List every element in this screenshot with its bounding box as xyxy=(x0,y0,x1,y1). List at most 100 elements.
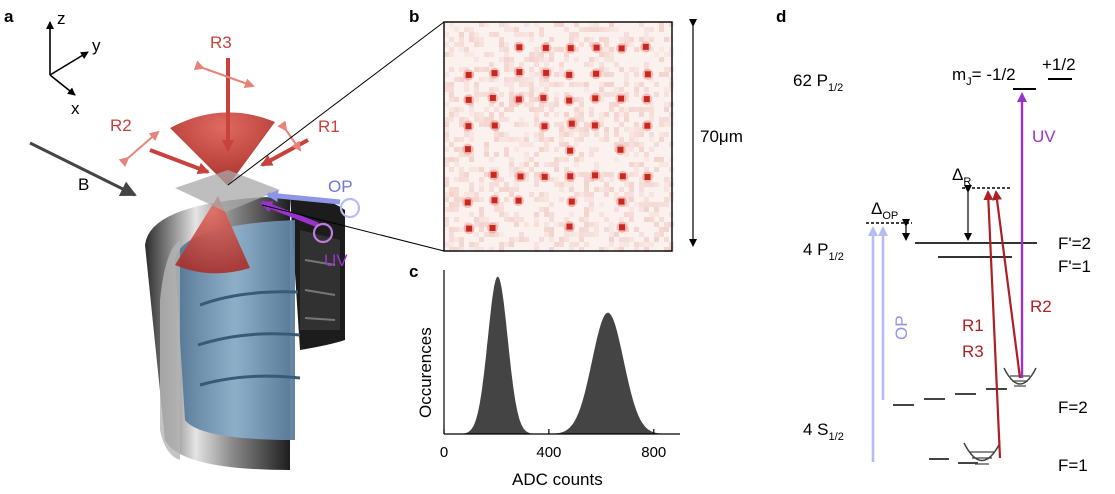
noise-pixel xyxy=(604,132,609,137)
noise-pixel xyxy=(584,177,589,182)
noise-pixel xyxy=(579,97,584,102)
panel-d: d 62 P1/2 4 P1/2 4 S1/2 mJ= -1/2 +1/2 F'… xyxy=(776,7,1091,475)
noise-pixel xyxy=(479,77,484,82)
noise-pixel xyxy=(484,142,489,147)
atom-spot xyxy=(643,96,650,103)
noise-pixel xyxy=(524,142,529,147)
noise-pixel xyxy=(504,22,509,27)
noise-pixel xyxy=(589,22,594,27)
noise-pixel xyxy=(589,222,594,227)
noise-pixel xyxy=(579,132,584,137)
noise-pixel xyxy=(619,187,624,192)
noise-pixel xyxy=(564,237,569,242)
noise-pixel xyxy=(549,47,554,52)
noise-pixel xyxy=(489,72,494,77)
noise-pixel xyxy=(509,87,514,92)
noise-pixel xyxy=(549,232,554,237)
noise-pixel xyxy=(659,57,664,62)
noise-pixel xyxy=(614,92,619,97)
noise-pixel xyxy=(564,52,569,57)
noise-pixel xyxy=(504,212,509,217)
beam-uv: UV xyxy=(260,200,348,270)
noise-pixel xyxy=(479,247,484,252)
noise-pixel xyxy=(509,102,514,107)
noise-pixel xyxy=(604,172,609,177)
noise-pixel xyxy=(639,242,644,247)
noise-pixel xyxy=(524,137,529,142)
noise-pixel xyxy=(469,247,474,252)
noise-pixel xyxy=(624,32,629,37)
noise-pixel xyxy=(489,157,494,162)
noise-pixel xyxy=(634,242,639,247)
noise-pixel xyxy=(444,177,449,182)
noise-pixel xyxy=(594,42,599,47)
noise-pixel xyxy=(634,92,639,97)
noise-pixel xyxy=(449,192,454,197)
noise-pixel xyxy=(604,217,609,222)
x-tick-label: 0 xyxy=(440,444,448,461)
noise-pixel xyxy=(509,137,514,142)
noise-pixel xyxy=(494,132,499,137)
noise-pixel xyxy=(444,147,449,152)
noise-pixel xyxy=(504,152,509,157)
noise-pixel xyxy=(464,172,469,177)
noise-pixel xyxy=(584,172,589,177)
noise-pixel xyxy=(564,182,569,187)
noise-pixel xyxy=(569,92,574,97)
noise-pixel xyxy=(454,97,459,102)
noise-pixel xyxy=(499,202,504,207)
noise-pixel xyxy=(664,202,669,207)
noise-pixel xyxy=(494,182,499,187)
noise-pixel xyxy=(494,222,499,227)
noise-pixel xyxy=(549,212,554,217)
noise-pixel xyxy=(509,107,514,112)
noise-pixel xyxy=(529,92,534,97)
noise-pixel xyxy=(624,112,629,117)
atom-spot xyxy=(515,197,522,204)
noise-pixel xyxy=(594,167,599,172)
noise-pixel xyxy=(499,132,504,137)
noise-pixel xyxy=(509,217,514,222)
noise-pixel xyxy=(524,82,529,87)
noise-pixel xyxy=(529,107,534,112)
atom-spot xyxy=(566,223,573,230)
noise-pixel xyxy=(624,182,629,187)
noise-pixel xyxy=(539,122,544,127)
noise-pixel xyxy=(489,62,494,67)
noise-pixel xyxy=(464,117,469,122)
noise-pixel xyxy=(629,37,634,42)
noise-pixel xyxy=(549,57,554,62)
noise-pixel xyxy=(484,52,489,57)
noise-pixel xyxy=(649,112,654,117)
noise-pixel xyxy=(579,82,584,87)
noise-pixel xyxy=(499,187,504,192)
noise-pixel xyxy=(614,192,619,197)
noise-pixel xyxy=(629,207,634,212)
noise-pixel xyxy=(549,137,554,142)
noise-pixel xyxy=(639,37,644,42)
noise-pixel xyxy=(554,147,559,152)
atom-spot xyxy=(619,173,626,180)
noise-pixel xyxy=(564,157,569,162)
noise-pixel xyxy=(634,82,639,87)
panel-c: c 0 400 800 ADC counts Occurences xyxy=(409,262,680,489)
noise-pixel xyxy=(629,182,634,187)
noise-pixel xyxy=(569,117,574,122)
noise-pixel xyxy=(539,197,544,202)
noise-pixel xyxy=(629,107,634,112)
noise-pixel xyxy=(574,122,579,127)
noise-pixel xyxy=(474,97,479,102)
noise-pixel xyxy=(574,137,579,142)
noise-pixel xyxy=(664,222,669,227)
noise-pixel xyxy=(449,107,454,112)
noise-pixel xyxy=(589,197,594,202)
noise-pixel xyxy=(444,162,449,167)
noise-pixel xyxy=(589,42,594,47)
noise-pixel xyxy=(589,62,594,67)
noise-pixel xyxy=(634,127,639,132)
noise-pixel xyxy=(569,132,574,137)
noise-pixel xyxy=(584,122,589,127)
noise-pixel xyxy=(574,37,579,42)
noise-pixel xyxy=(464,67,469,72)
noise-pixel xyxy=(584,227,589,232)
